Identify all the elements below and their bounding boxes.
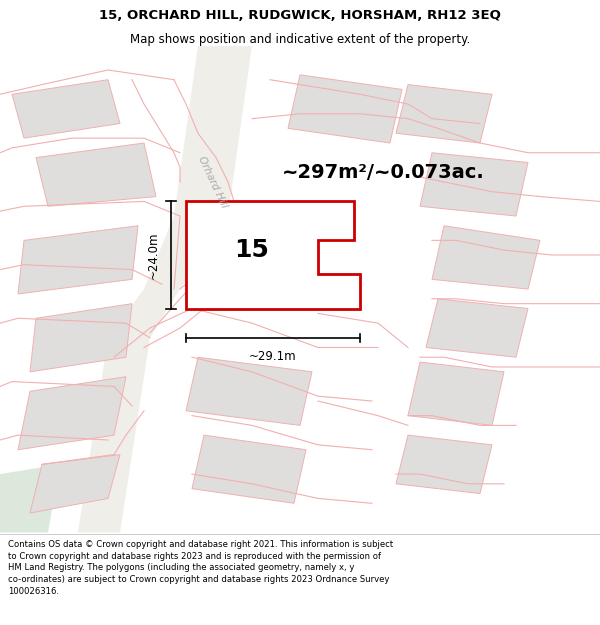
Polygon shape <box>30 454 120 513</box>
Text: 15: 15 <box>235 238 269 262</box>
Polygon shape <box>78 46 252 532</box>
Polygon shape <box>18 377 126 450</box>
Text: Orhard Hill: Orhard Hill <box>197 154 229 209</box>
Text: Map shows position and indicative extent of the property.: Map shows position and indicative extent… <box>130 33 470 46</box>
Text: 15, ORCHARD HILL, RUDGWICK, HORSHAM, RH12 3EQ: 15, ORCHARD HILL, RUDGWICK, HORSHAM, RH1… <box>99 9 501 22</box>
Polygon shape <box>432 226 540 289</box>
Polygon shape <box>30 304 132 372</box>
Polygon shape <box>186 201 360 309</box>
Text: ~297m²/~0.073ac.: ~297m²/~0.073ac. <box>282 163 485 182</box>
Text: Contains OS data © Crown copyright and database right 2021. This information is : Contains OS data © Crown copyright and d… <box>8 540 393 596</box>
Polygon shape <box>288 75 402 143</box>
Polygon shape <box>12 80 120 138</box>
Polygon shape <box>420 152 528 216</box>
Text: ~24.0m: ~24.0m <box>147 231 160 279</box>
Polygon shape <box>192 435 306 503</box>
Polygon shape <box>426 299 528 358</box>
Text: ~29.1m: ~29.1m <box>249 350 297 363</box>
Polygon shape <box>396 435 492 494</box>
Polygon shape <box>36 143 156 206</box>
Polygon shape <box>396 84 492 143</box>
Polygon shape <box>408 362 504 426</box>
Polygon shape <box>186 357 312 426</box>
Polygon shape <box>0 464 60 532</box>
Polygon shape <box>18 226 138 294</box>
